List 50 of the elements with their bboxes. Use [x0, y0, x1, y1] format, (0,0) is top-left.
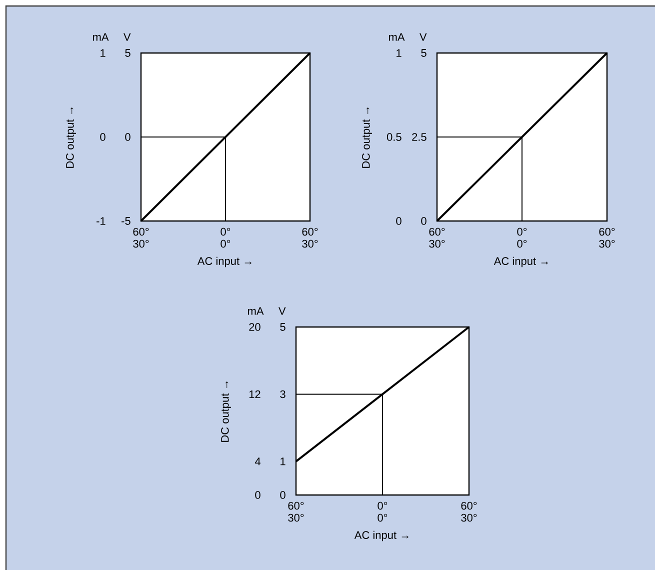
x2-tick-label: 0°: [378, 514, 388, 522]
text: mA: [389, 33, 405, 41]
y-tick-label: 0.5: [386, 133, 402, 141]
y2-tick-label: 3: [280, 390, 286, 398]
x2-tick-label: 0°: [517, 240, 527, 248]
x-tick-label: 60°: [461, 502, 477, 510]
y-tick-label: 0: [100, 133, 106, 141]
text: V: [420, 33, 427, 41]
x2-tick-label: 0°: [220, 240, 230, 248]
x-tick-label: 0°: [378, 502, 388, 510]
x-axis-title: AC input →: [494, 256, 548, 268]
x-axis-title: AC input →: [354, 530, 408, 542]
y2-tick-label: -5: [122, 217, 130, 225]
x-tick-label: 60°: [302, 228, 318, 236]
y-axis-title: DC output →: [221, 381, 231, 442]
x-tick-label: 0°: [517, 228, 527, 236]
text: V: [124, 33, 131, 41]
y2-tick-label: 0: [280, 491, 286, 499]
y2-tick-label: 0: [125, 133, 130, 141]
y-tick-label: -1: [96, 217, 106, 225]
x-tick-label: 60°: [599, 228, 615, 236]
y-tick-label: 20: [249, 323, 260, 331]
y-tick-label: 0: [396, 217, 402, 225]
y2-tick-label: 5: [125, 49, 130, 57]
text: V: [278, 307, 286, 315]
y2-tick-label: 1: [280, 458, 286, 466]
x2-tick-label: 30°: [429, 240, 445, 248]
x2-tick-label: 30°: [599, 240, 615, 248]
x-tick-label: 0°: [220, 228, 230, 236]
x-tick-label: 60°: [133, 228, 149, 236]
x2-tick-label: 30°: [288, 514, 304, 522]
x2-tick-label: 30°: [461, 514, 477, 522]
y2-tick-label: 5: [421, 49, 426, 57]
x-axis-title: AC input →: [197, 256, 252, 268]
x-tick-label: 60°: [429, 228, 445, 236]
y2-tick-label: 2.5: [412, 133, 426, 141]
x-tick-label: 60°: [288, 502, 304, 510]
y2-tick-label: 0: [421, 217, 426, 225]
text: mA: [93, 33, 109, 41]
y-tick-label: 4: [254, 458, 261, 466]
y2-tick-label: 5: [280, 323, 286, 331]
y-tick-label: 1: [100, 49, 106, 57]
x2-tick-label: 30°: [133, 240, 149, 248]
y-tick-label: 0: [255, 491, 260, 499]
text: mA: [248, 307, 264, 315]
y-tick-label: 1: [396, 49, 402, 57]
y-axis-title: DC output →: [66, 107, 76, 168]
y-tick-label: 12: [249, 390, 260, 398]
y-axis-title: DC output →: [362, 107, 372, 168]
x2-tick-label: 30°: [302, 240, 318, 248]
